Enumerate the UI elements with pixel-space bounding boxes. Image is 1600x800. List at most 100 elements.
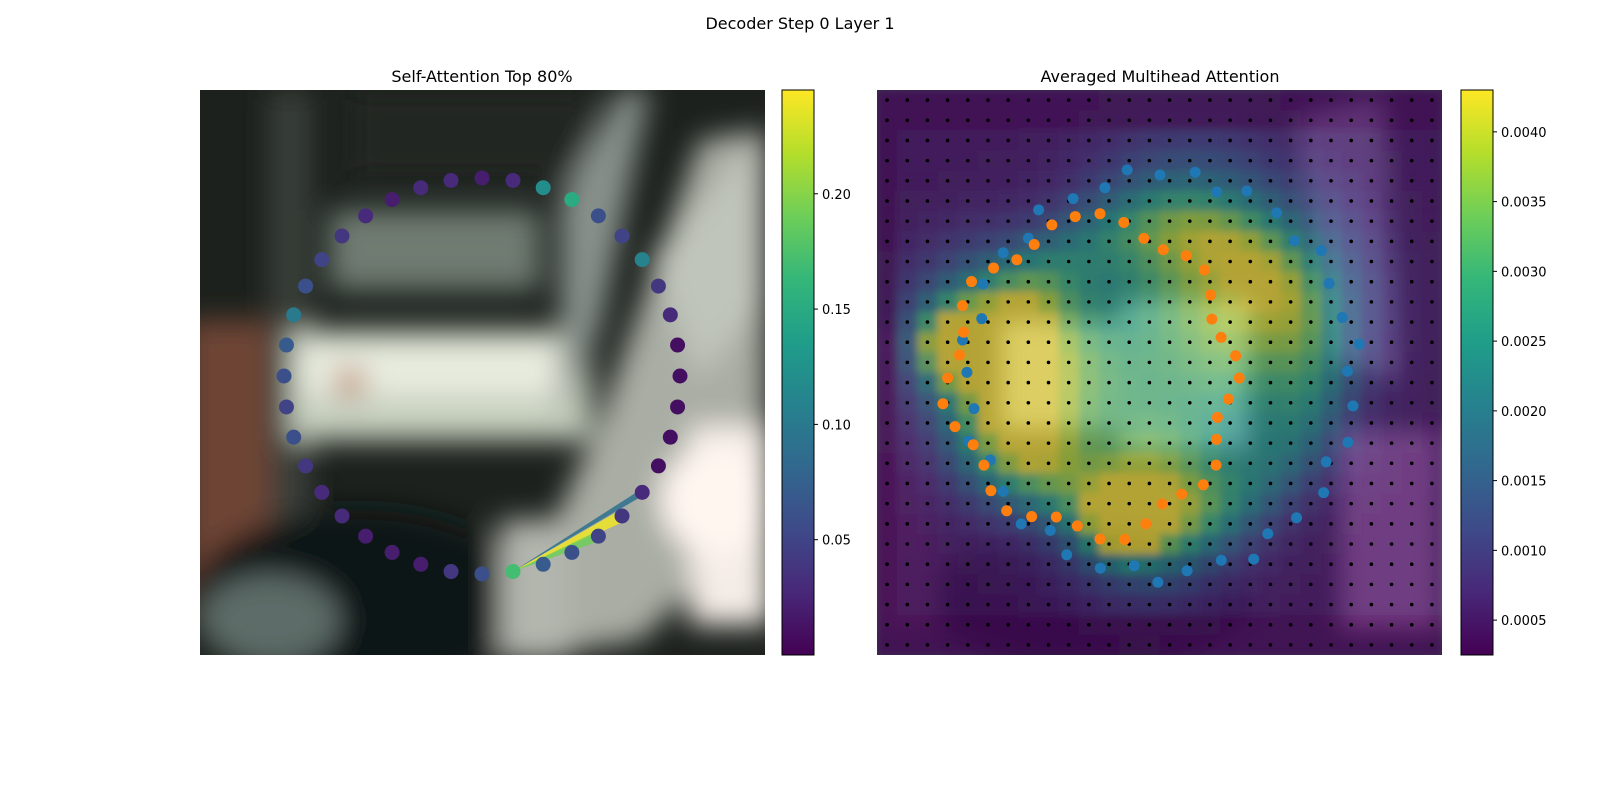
grid-dot: [1087, 461, 1091, 466]
grid-dot: [1127, 622, 1132, 627]
grid-dot: [1409, 259, 1414, 264]
sampling-point: [1210, 433, 1222, 445]
attention-point: [670, 337, 686, 353]
grid-dot: [1389, 622, 1394, 627]
grid-dot: [1349, 481, 1353, 486]
grid-dot: [1268, 279, 1273, 284]
grid-dot: [1389, 360, 1394, 365]
sampling-point: [1180, 250, 1192, 262]
grid-dot: [1167, 138, 1172, 143]
attention-point: [474, 170, 490, 186]
grid-dot: [925, 340, 930, 345]
grid-dot: [1046, 643, 1051, 647]
colorbar-tick-label: 0.0040: [1501, 126, 1547, 141]
grid-dot: [1147, 542, 1152, 546]
grid-dot: [1349, 522, 1353, 526]
sampling-point: [1028, 239, 1040, 251]
grid-dot: [1046, 461, 1051, 466]
grid-dot: [1329, 158, 1333, 163]
grid-dot: [1248, 239, 1253, 244]
grid-dot: [1409, 522, 1414, 526]
colorbar-tick-label: 0.0030: [1501, 265, 1547, 280]
grid-dot: [1349, 562, 1353, 566]
grid-dot: [905, 199, 910, 203]
grid-dot: [1268, 542, 1273, 546]
grid-dot: [1167, 441, 1172, 445]
reference-point: [1318, 487, 1330, 499]
grid-dot: [1369, 199, 1374, 203]
grid-dot: [1187, 441, 1192, 445]
grid-dot: [1430, 279, 1434, 284]
grid-dot: [1208, 279, 1212, 284]
grid-dot: [1409, 441, 1414, 445]
grid-dot: [885, 522, 889, 526]
reference-point: [1342, 436, 1354, 448]
grid-dot: [1147, 320, 1152, 324]
grid-dot: [1026, 118, 1031, 123]
grid-dot: [1066, 279, 1071, 284]
grid-dot: [1389, 320, 1394, 324]
reference-point: [1241, 185, 1253, 197]
grid-dot: [1167, 98, 1172, 102]
grid-dot: [1147, 300, 1152, 304]
grid-dot: [1147, 98, 1152, 102]
grid-dot: [1268, 199, 1273, 203]
grid-dot: [945, 300, 950, 304]
sampling-point: [1230, 350, 1242, 362]
grid-dot: [1107, 259, 1111, 264]
grid-dot: [1208, 239, 1212, 244]
grid-dot: [986, 360, 990, 365]
attention-point: [614, 508, 630, 524]
grid-dot: [1208, 582, 1212, 587]
grid-dot: [1127, 501, 1132, 506]
grid-dot: [1430, 158, 1434, 163]
grid-dot: [1329, 622, 1333, 627]
grid-dot: [1167, 320, 1172, 324]
grid-dot: [1167, 239, 1172, 244]
grid-dot: [1430, 300, 1434, 304]
grid-dot: [1107, 441, 1111, 445]
grid-dot: [885, 300, 889, 304]
grid-dot: [1369, 562, 1374, 566]
grid-dot: [1309, 259, 1313, 264]
grid-dot: [1389, 582, 1394, 587]
grid-dot: [1248, 441, 1253, 445]
grid-dot: [1309, 602, 1313, 607]
attention-point: [298, 278, 314, 294]
grid-dot: [1409, 562, 1414, 566]
grid-dot: [1228, 582, 1232, 587]
grid-dot: [1248, 421, 1253, 425]
grid-dot: [1309, 360, 1313, 365]
grid-dot: [1006, 279, 1010, 284]
grid-dot: [885, 340, 889, 345]
grid-dot: [1309, 118, 1313, 123]
grid-dot: [1430, 400, 1434, 405]
grid-dot: [1006, 501, 1010, 506]
grid-dot: [945, 582, 950, 587]
grid-dot: [1167, 522, 1172, 526]
grid-dot: [1268, 582, 1273, 587]
grid-dot: [966, 219, 970, 223]
grid-dot: [1369, 602, 1374, 607]
grid-dot: [1046, 279, 1051, 284]
grid-dot: [1389, 542, 1394, 546]
grid-dot: [1127, 138, 1132, 143]
grid-dot: [1430, 622, 1434, 627]
grid-dot: [1389, 158, 1394, 163]
grid-dot: [1107, 158, 1111, 163]
grid-dot: [1167, 501, 1172, 506]
grid-dot: [1430, 481, 1434, 486]
grid-dot: [1409, 118, 1414, 123]
grid-dot: [1087, 441, 1091, 445]
grid-dot: [1409, 300, 1414, 304]
grid-dot: [1309, 501, 1313, 506]
grid-dot: [1107, 239, 1111, 244]
grid-dot: [986, 118, 990, 123]
grid-dot: [1430, 441, 1434, 445]
grid-dot: [885, 179, 889, 183]
grid-dot: [1127, 118, 1132, 123]
grid-dot: [945, 158, 950, 163]
grid-dot: [1268, 481, 1273, 486]
grid-dot: [1208, 340, 1212, 345]
grid-dot: [1167, 380, 1172, 385]
